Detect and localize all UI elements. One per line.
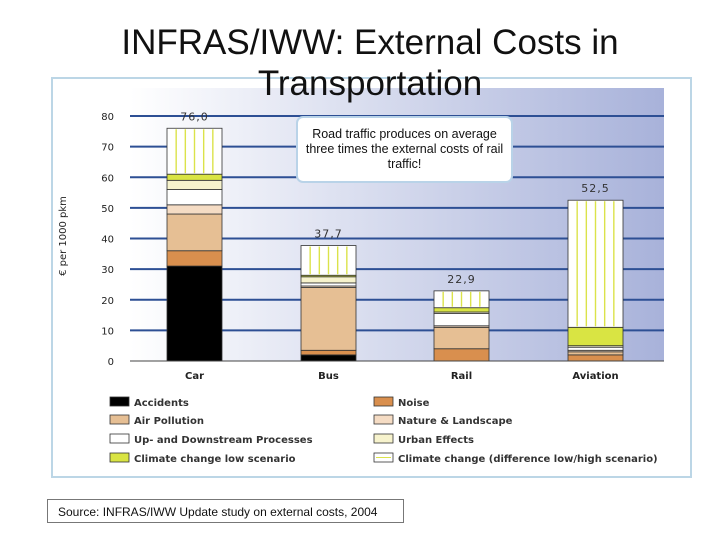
bar-segment-bus-up-and-downstream-processes <box>300 282 357 287</box>
source-note: Source: INFRAS/IWW Update study on exter… <box>47 499 404 523</box>
y-tick-label: 60 <box>101 173 114 184</box>
bar-segment-bus-noise <box>300 349 357 356</box>
legend: Accidents Noise Air Pollution Nature & Land… <box>109 396 658 465</box>
bar-segment-rail-up-and-downstream-processes <box>433 313 490 327</box>
bar-segment-car-air-pollution <box>166 213 223 252</box>
legend-label-urban-effects: Urban Effects <box>398 435 474 446</box>
legend-label-climate-change-low-scenario: Climate change low scenario <box>134 454 296 465</box>
y-axis-label: € per 1000 pkm <box>58 196 69 276</box>
bar-segment-car-nature-landscape <box>166 204 223 215</box>
legend-swatch-climate-change-low-scenario <box>109 452 130 463</box>
bar-segment-rail-climate-change-low-scenario <box>433 307 490 313</box>
x-category-label: Bus <box>318 371 339 382</box>
y-tick-label: 0 <box>108 357 114 368</box>
bar-segment-bus-urban-effects <box>300 276 357 284</box>
legend-swatch-air-pollution <box>109 414 130 425</box>
legend-label-air-pollution: Air Pollution <box>134 416 204 427</box>
y-tick-label: 80 <box>101 112 114 123</box>
bar-total-label: 37,7 <box>314 228 343 241</box>
x-category-label: Rail <box>451 371 472 382</box>
callout-text: Road traffic produces on average three t… <box>305 127 504 171</box>
y-tick-label: 50 <box>101 204 114 215</box>
legend-swatch-urban-effects <box>373 433 394 444</box>
bar-segment-rail-air-pollution <box>433 326 490 350</box>
bar-segment-aviation-climate-change-low-scenario <box>567 326 624 347</box>
callout-note: Road traffic produces on average three t… <box>296 116 513 183</box>
y-tick-label: 40 <box>101 235 114 246</box>
legend-label-climate-change-difference-low-high-scenario: Climate change (difference low/high scen… <box>398 454 658 465</box>
x-category-label: Car <box>185 371 204 382</box>
y-tick-label: 70 <box>101 143 114 154</box>
bar-segment-aviation-noise <box>567 354 624 362</box>
y-tick-label: 30 <box>101 265 114 276</box>
legend-label-nature-landscape: Nature & Landscape <box>398 416 513 427</box>
y-tick-label: 20 <box>101 296 114 307</box>
bar-segment-bus-accidents <box>300 354 357 362</box>
axes: 0 10 20 30 40 50 60 70 80 Car Bus Rail Aviation <box>101 112 664 382</box>
slide-title: INFRAS/IWW: External Costs in Transporta… <box>121 23 619 103</box>
bar-total-label: 76,0 <box>180 110 209 123</box>
bar-segment-bus-air-pollution <box>300 287 357 351</box>
legend-swatch-noise <box>373 396 394 407</box>
bar-segment-car-up-and-downstream-processes <box>166 189 223 206</box>
bar-segment-aviation-air-pollution <box>567 351 624 356</box>
bar-total-label: 52,5 <box>581 182 610 195</box>
bar-segment-aviation-up-and-downstream-processes <box>567 346 624 351</box>
bar-segment-car-urban-effects <box>166 179 223 190</box>
y-tick-label: 10 <box>101 326 114 337</box>
legend-swatch-accidents <box>109 396 130 407</box>
x-category-label: Aviation <box>572 371 618 382</box>
bar-segment-car-accidents <box>166 265 223 362</box>
bars: 76,0 37,7 22,9 52,5 <box>166 110 624 362</box>
bar-segment-rail-noise <box>433 348 490 362</box>
legend-label-up-and-downstream-processes: Up- and Downstream Processes <box>134 435 313 446</box>
legend-label-accidents: Accidents <box>134 398 189 409</box>
bar-total-label: 22,9 <box>447 273 476 286</box>
legend-label-noise: Noise <box>398 398 430 409</box>
legend-swatch-nature-landscape <box>373 414 394 425</box>
legend-swatch-up-and-downstream-processes <box>109 433 130 444</box>
bar-segment-car-noise <box>166 250 223 267</box>
bar-segment-car-climate-change-low-scenario <box>166 173 223 181</box>
